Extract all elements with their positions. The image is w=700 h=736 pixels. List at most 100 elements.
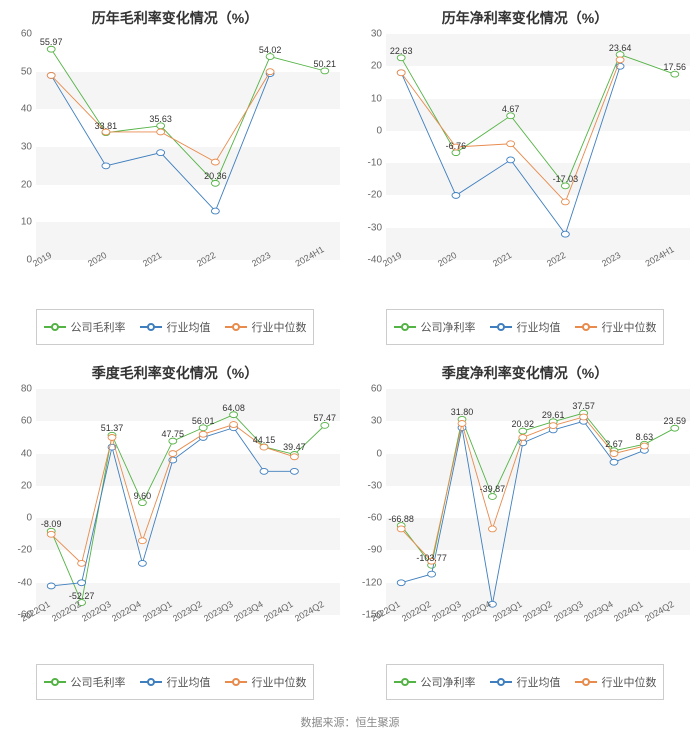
series-marker [78, 560, 86, 566]
series-marker [610, 459, 618, 465]
legend-label: 行业中位数 [252, 674, 307, 690]
series-marker [157, 123, 165, 129]
series-marker [321, 422, 329, 428]
series-line [401, 421, 644, 604]
y-tick-label: 60 [4, 416, 32, 427]
series-marker [507, 113, 515, 119]
y-tick-label: 60 [354, 384, 382, 395]
legend-swatch-icon [44, 322, 66, 332]
legend-swatch-icon [490, 322, 512, 332]
y-tick-label: -120 [354, 577, 382, 588]
x-axis: 201920202021202220232024H1 [386, 260, 690, 300]
legend-item: 公司净利率 [394, 674, 476, 690]
series-marker [397, 70, 405, 76]
y-tick-label: -10 [354, 158, 382, 169]
legend-item: 行业均值 [140, 319, 211, 335]
legend-item: 行业均值 [490, 674, 561, 690]
series-marker [47, 583, 55, 589]
legend-label: 行业中位数 [602, 674, 657, 690]
series-marker [561, 183, 569, 189]
legend-item: 行业中位数 [575, 319, 657, 335]
chart-panel-quarter-net: 季度净利率变化情况（%） -150-120-90-60-3003060-66.88… [350, 355, 700, 710]
legend-item: 行业均值 [140, 674, 211, 690]
series-marker [169, 438, 177, 444]
legend-label: 行业均值 [517, 674, 561, 690]
series-line [51, 49, 325, 183]
series-marker [507, 141, 515, 147]
y-tick-label: -30 [354, 480, 382, 491]
y-tick-label: 60 [4, 29, 32, 40]
series-line [51, 72, 270, 162]
series-marker [108, 434, 116, 440]
legend-label: 行业均值 [167, 674, 211, 690]
series-marker [519, 428, 527, 434]
legend-swatch-icon [44, 677, 66, 687]
series-marker [266, 69, 274, 75]
series-marker [397, 55, 405, 61]
series-marker [428, 571, 436, 577]
legend-label: 行业均值 [517, 319, 561, 335]
series-marker [610, 451, 618, 457]
series-marker [452, 150, 460, 156]
y-tick-label: -40 [354, 255, 382, 266]
series-marker [671, 71, 679, 77]
y-tick-label: -60 [354, 513, 382, 524]
y-tick-label: 40 [4, 104, 32, 115]
x-tick-label: 2019 [31, 250, 53, 269]
chart-title: 季度净利率变化情况（%） [350, 355, 700, 385]
series-marker [138, 500, 146, 506]
series-line [51, 425, 294, 564]
y-tick-label: 10 [4, 217, 32, 228]
series-marker [78, 580, 86, 586]
series-marker [138, 538, 146, 544]
legend-swatch-icon [575, 322, 597, 332]
chart-legend: 公司毛利率 行业均值 行业中位数 [36, 664, 314, 700]
x-tick-label: 2019 [381, 250, 403, 269]
series-marker [321, 68, 329, 74]
chart-title: 历年净利率变化情况（%） [350, 0, 700, 30]
plot-area: -40-30-20-10010203022.63-6.764.67-17.032… [386, 34, 690, 260]
series-marker [561, 199, 569, 205]
series-marker [199, 425, 207, 431]
series-marker [549, 423, 557, 429]
legend-label: 公司净利率 [421, 319, 476, 335]
y-tick-label: 0 [354, 125, 382, 136]
legend-swatch-icon [225, 677, 247, 687]
plot-area: 010203040506055.9733.8135.6320.3654.0250… [36, 34, 340, 260]
y-tick-label: -90 [354, 545, 382, 556]
series-marker [290, 454, 298, 460]
chart-grid: 历年毛利率变化情况（%）010203040506055.9733.8135.63… [0, 0, 700, 710]
series-marker [230, 412, 238, 418]
legend-label: 行业中位数 [252, 319, 307, 335]
legend-swatch-icon [575, 677, 597, 687]
legend-swatch-icon [394, 677, 416, 687]
series-marker [260, 444, 268, 450]
series-marker [230, 422, 238, 428]
y-tick-label: -30 [354, 222, 382, 233]
series-marker [199, 431, 207, 437]
legend-swatch-icon [225, 322, 247, 332]
legend-item: 行业中位数 [575, 674, 657, 690]
legend-label: 公司毛利率 [71, 674, 126, 690]
series-marker [211, 180, 219, 186]
series-line [51, 415, 325, 603]
series-marker [458, 421, 466, 427]
legend-swatch-icon [394, 322, 416, 332]
chart-legend: 公司毛利率行业均值行业中位数 [36, 309, 314, 345]
y-tick-label: -20 [4, 545, 32, 556]
legend-label: 公司净利率 [421, 674, 476, 690]
x-axis: 2022Q12022Q22022Q32022Q42023Q12023Q22023… [36, 615, 340, 655]
legend-item: 公司毛利率 [44, 674, 126, 690]
series-marker [397, 526, 405, 532]
series-marker [211, 208, 219, 214]
series-marker [452, 192, 460, 198]
chart-legend: 公司净利率 行业均值 行业中位数 [386, 664, 664, 700]
y-tick-label: 0 [4, 255, 32, 266]
y-tick-label: 20 [4, 179, 32, 190]
legend-swatch-icon [140, 322, 162, 332]
series-marker [260, 468, 268, 474]
plot-area: -150-120-90-60-3003060-66.88-103.7731.80… [386, 389, 690, 615]
plot-area: -60-40-20020406080-8.09-52.2751.379.6047… [36, 389, 340, 615]
y-tick-label: 30 [4, 142, 32, 153]
legend-item: 行业均值 [490, 319, 561, 335]
